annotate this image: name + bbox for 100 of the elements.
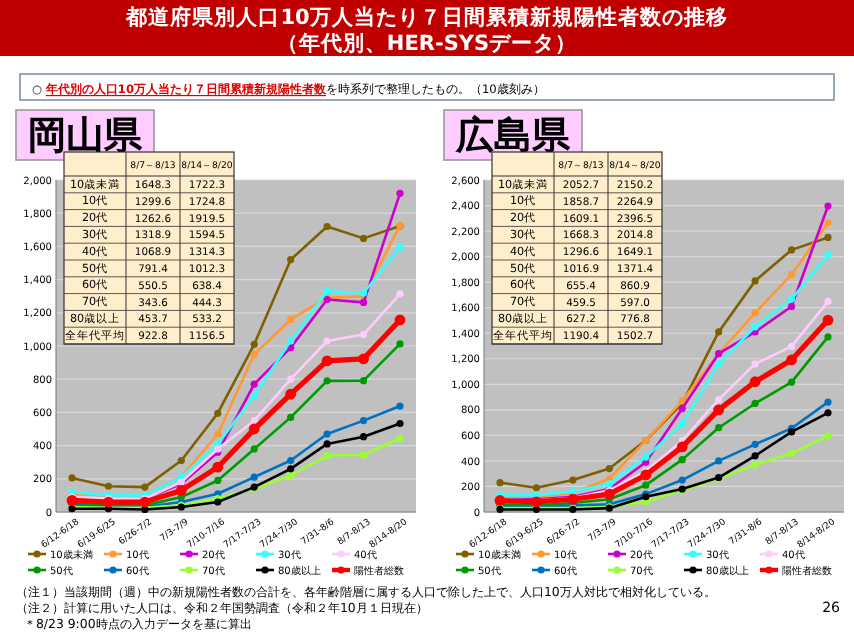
point: [248, 423, 260, 435]
point: [787, 295, 796, 303]
point: [287, 471, 295, 480]
point: [751, 452, 759, 460]
point: [323, 377, 331, 385]
point: [751, 440, 759, 448]
point: [323, 440, 331, 448]
point: [287, 375, 295, 383]
point: [605, 464, 613, 473]
point: [396, 419, 404, 428]
text: （年代別、HER-SYSデータ）: [276, 30, 578, 56]
point: [285, 388, 297, 400]
point: [678, 420, 686, 428]
point: [321, 355, 333, 367]
point: [715, 424, 723, 432]
point: [749, 376, 761, 388]
point: [396, 290, 404, 298]
point: [786, 354, 797, 366]
point: [359, 417, 368, 425]
point: [359, 433, 368, 441]
point: [141, 483, 149, 491]
point: [603, 488, 615, 500]
point: [396, 243, 404, 251]
point: [394, 314, 406, 326]
point: [751, 360, 759, 368]
point: [787, 246, 796, 254]
point: [751, 277, 759, 285]
chart-title: 岡山県: [28, 114, 144, 158]
point: [824, 202, 832, 210]
point: [250, 445, 258, 453]
point: [787, 302, 796, 311]
point: [787, 271, 796, 279]
point: [715, 396, 723, 404]
point: [323, 287, 331, 295]
point: [177, 456, 185, 465]
point: [396, 434, 404, 442]
point: [250, 350, 258, 358]
point: [751, 309, 759, 317]
point: [359, 330, 368, 339]
point: [605, 480, 613, 488]
point: [713, 404, 725, 416]
point: [287, 465, 295, 473]
point: [287, 315, 295, 324]
point: [287, 456, 295, 465]
point: [678, 456, 686, 464]
point: [496, 479, 504, 487]
point: [751, 399, 759, 408]
point: [396, 189, 404, 197]
point: [396, 402, 404, 410]
point: [569, 476, 577, 484]
point: [824, 333, 832, 341]
point: [642, 481, 650, 489]
point: [824, 219, 832, 227]
point: [678, 476, 686, 484]
point: [396, 340, 404, 348]
point: [676, 441, 688, 453]
point: [214, 476, 222, 485]
point: [214, 409, 222, 417]
point: [678, 404, 686, 413]
chart-title: 広島県: [454, 114, 572, 158]
point: [751, 323, 759, 331]
point: [640, 469, 652, 481]
point: [214, 430, 222, 438]
point: [824, 409, 832, 417]
point: [787, 378, 796, 386]
point: [250, 473, 258, 481]
point: [824, 398, 832, 406]
point: [287, 344, 295, 352]
point: [787, 342, 796, 351]
point: [212, 461, 224, 473]
point: [323, 451, 331, 460]
point: [323, 337, 331, 345]
point: [358, 353, 369, 365]
point: [175, 485, 187, 496]
point: [359, 298, 368, 307]
point: [139, 496, 151, 508]
point: [822, 314, 834, 326]
point: [787, 449, 796, 457]
point: [287, 337, 295, 345]
point: [250, 340, 258, 348]
point: [104, 482, 113, 490]
point: [715, 360, 723, 368]
point: [824, 297, 832, 306]
point: [359, 451, 368, 459]
point: [250, 392, 258, 400]
point: [250, 417, 258, 425]
point: [359, 377, 368, 385]
point: [323, 222, 331, 231]
point: [250, 380, 258, 388]
point: [642, 453, 650, 461]
point: [824, 251, 832, 259]
point: [287, 413, 295, 421]
point: [359, 234, 368, 242]
point: [287, 256, 295, 264]
point: [715, 457, 723, 465]
point: [715, 328, 723, 336]
point: [68, 474, 76, 482]
point: [323, 430, 331, 438]
point: [824, 432, 832, 440]
point: [532, 484, 541, 492]
